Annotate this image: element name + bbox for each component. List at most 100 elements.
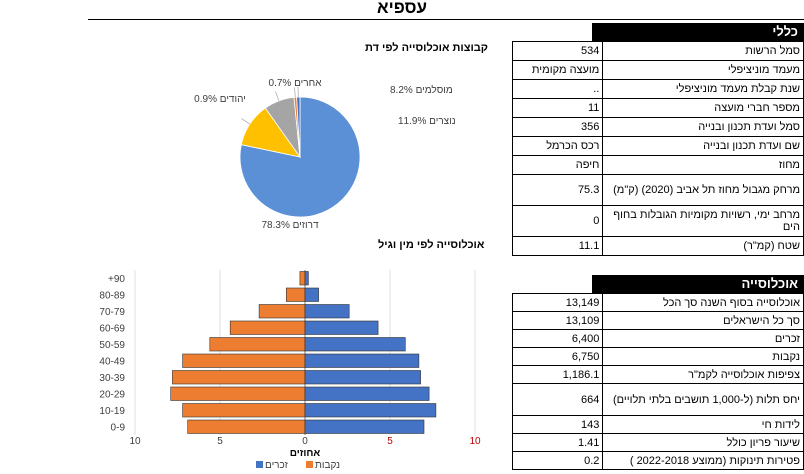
row-value: 1,186.1 (511, 365, 604, 384)
bar-female-30-39 (172, 370, 306, 385)
row-label: מספר חברי מועצה (602, 98, 804, 118)
row-value: 143 (511, 415, 604, 434)
row-label: לידות חי (602, 415, 804, 434)
row-value: 534 (511, 41, 604, 61)
y-tick-label: 10-19 (99, 406, 125, 417)
row-label: צפיפות אוכלוסייה לקמ"ר (602, 365, 804, 384)
pie-slice-label: אחרים 0.7% (269, 78, 323, 89)
row-value: 356 (511, 117, 604, 137)
row-label: מרחק מגבול מחוז תל אביב (2020) (ק"מ) (602, 174, 804, 206)
row-value: 664 (511, 383, 604, 416)
title-divider (88, 19, 804, 20)
table-row: צפיפות אוכלוסייה לקמ"ר 1,186.1 (511, 365, 804, 384)
bar-male-80-89 (304, 287, 319, 302)
table-row: נקבות 6,750 (511, 347, 804, 366)
bar-female-50-59 (209, 337, 306, 352)
row-label: סמל הרשות (602, 41, 804, 61)
y-tick-label: 30-39 (99, 373, 125, 384)
bar-female-20-29 (170, 386, 306, 401)
table-row: מספר חברי מועצה 11 (511, 98, 804, 118)
pie-leader-line (294, 87, 296, 98)
row-label: שנת קבלת מעמד מוניציפלי (602, 79, 804, 99)
row-label: מעמד מוניציפלי (602, 60, 804, 80)
row-value: 75.3 (511, 174, 604, 206)
bar-female-60-69 (229, 320, 306, 335)
y-tick-label: 50-59 (99, 340, 125, 351)
pie-slice-label: דרוזים 78.3% (261, 220, 318, 231)
table-row: סמל ועדת תכנון ובנייה 356 (511, 117, 804, 137)
row-label: סמל ועדת תכנון ובנייה (602, 117, 804, 137)
legend-swatch-male (256, 461, 263, 468)
row-value: 6,750 (511, 347, 604, 366)
page-title: עספיא (376, 0, 428, 17)
y-tick-label: 70-79 (99, 307, 125, 318)
row-value: רכס הכרמל (511, 136, 604, 156)
y-tick-label: 40-49 (99, 356, 125, 367)
bar-male-30-39 (304, 370, 421, 385)
row-label: פטירות תינוקות (ממוצע 2022-2018 ) (602, 451, 804, 470)
y-tick-label: 60-69 (99, 323, 125, 334)
bar-male-0-9 (304, 419, 425, 434)
row-value: 0 (511, 205, 604, 237)
table-row: סך כל הישראלים 13,109 (511, 311, 804, 330)
x-tick-label: 10 (129, 436, 141, 447)
bar-female-40-49 (182, 353, 306, 368)
row-label: שיעור פריון כולל (602, 433, 804, 452)
table-row: מעמד מוניציפלי מועצה מקומית (511, 60, 804, 80)
pie-slice-label: מוסלמים 8.2% (390, 84, 453, 96)
bar-male-+90 (304, 271, 309, 286)
row-value: 0.2 (511, 451, 604, 470)
table-row: פטירות תינוקות (ממוצע 2022-2018 ) 0.2 (511, 451, 804, 470)
table-row: יחס תלות (ל-1,000 תושבים בלתי תלויים) 664 (511, 383, 804, 416)
row-value: .. (511, 79, 604, 99)
pie-slice-0 (239, 96, 361, 218)
row-value: 13,109 (511, 311, 604, 330)
y-tick-label: 80-89 (99, 290, 125, 301)
table-row: מחוז חיפה (511, 155, 804, 175)
table-row: מרחב ימי, רשויות מקומיות הגובלות בחוף הי… (511, 205, 804, 237)
population-section-header: אוכלוסייה (592, 275, 804, 293)
pie-chart-title: קבוצות אוכלוסייה לפי דת (365, 42, 488, 54)
pie-slice-label: יהודים 0.9% (194, 94, 246, 105)
pie-slice-label: נוצרים 11.9% (398, 116, 456, 127)
bar-female-80-89 (286, 287, 306, 302)
legend-label-male: זכרים (265, 460, 289, 471)
legend-swatch-female (306, 461, 313, 468)
table-row: שטח (קמ"ר) 11.1 (511, 236, 804, 256)
general-section-header: כללי (592, 23, 804, 41)
row-value: מועצה מקומית (511, 60, 604, 80)
row-value: 6,400 (511, 329, 604, 348)
table-row: שם ועדת תכנון ובנייה רכס הכרמל (511, 136, 804, 156)
pyramid-chart-title: אוכלוסייה לפי מין וגיל (378, 239, 485, 251)
row-label: מחוז (602, 155, 804, 175)
general-table: סמל הרשות 534 מעמד מוניציפלי מועצה מקומית … (511, 41, 804, 256)
table-row: סמל הרשות 534 (511, 41, 804, 61)
x-tick-label: 10 (469, 436, 481, 447)
table-row: אוכלוסייה בסוף השנה סך הכל 13,149 (511, 293, 804, 312)
table-row: לידות חי 143 (511, 415, 804, 434)
legend-label-female: נקבות (315, 460, 340, 471)
religion-pie-chart: דרוזים 78.3% נוצרים 11.9% מוסלמים 8.2% אחרי… (194, 78, 456, 231)
row-label: שטח (קמ"ר) (602, 236, 804, 256)
row-label: זכרים (602, 329, 804, 348)
y-tick-label: 0-9 (111, 422, 126, 433)
row-value: 1.41 (511, 433, 604, 452)
bar-male-20-29 (304, 386, 430, 401)
row-label: מרחב ימי, רשויות מקומיות הגובלות בחוף הי… (602, 205, 804, 237)
table-row: שיעור פריון כולל 1.41 (511, 433, 804, 452)
population-table: אוכלוסייה בסוף השנה סך הכל 13,149 סך כל ה… (511, 293, 804, 470)
bar-male-60-69 (304, 320, 379, 335)
table-row: זכרים 6,400 (511, 329, 804, 348)
row-value: 13,149 (511, 293, 604, 312)
x-tick-label: 5 (387, 436, 393, 447)
x-tick-label: 5 (217, 436, 223, 447)
row-value: 11.1 (511, 236, 604, 256)
row-label: נקבות (602, 347, 804, 366)
table-row: מרחק מגבול מחוז תל אביב (2020) (ק"מ) 75.3 (511, 174, 804, 206)
bar-male-50-59 (304, 337, 406, 352)
row-value: חיפה (511, 155, 604, 175)
y-tick-label: +90 (108, 274, 125, 285)
row-value: 11 (511, 98, 604, 118)
bar-female-+90 (299, 271, 306, 286)
row-label: שם ועדת תכנון ובנייה (602, 136, 804, 156)
